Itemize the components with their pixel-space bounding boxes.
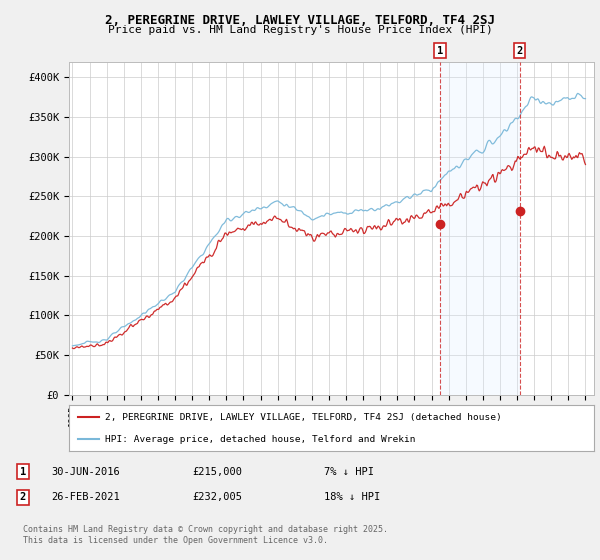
Text: 18% ↓ HPI: 18% ↓ HPI bbox=[324, 492, 380, 502]
Text: 26-FEB-2021: 26-FEB-2021 bbox=[51, 492, 120, 502]
Text: Price paid vs. HM Land Registry's House Price Index (HPI): Price paid vs. HM Land Registry's House … bbox=[107, 25, 493, 35]
Text: £215,000: £215,000 bbox=[192, 466, 242, 477]
Text: £232,005: £232,005 bbox=[192, 492, 242, 502]
Bar bbox=[440, 62, 520, 395]
Text: 2: 2 bbox=[517, 45, 523, 55]
Text: 1: 1 bbox=[437, 45, 443, 55]
Text: HPI: Average price, detached house, Telford and Wrekin: HPI: Average price, detached house, Telf… bbox=[105, 435, 415, 444]
Text: 30-JUN-2016: 30-JUN-2016 bbox=[51, 466, 120, 477]
Text: 1: 1 bbox=[20, 466, 26, 477]
Text: 7% ↓ HPI: 7% ↓ HPI bbox=[324, 466, 374, 477]
Text: 2, PEREGRINE DRIVE, LAWLEY VILLAGE, TELFORD, TF4 2SJ (detached house): 2, PEREGRINE DRIVE, LAWLEY VILLAGE, TELF… bbox=[105, 413, 502, 422]
Text: Contains HM Land Registry data © Crown copyright and database right 2025.
This d: Contains HM Land Registry data © Crown c… bbox=[23, 525, 388, 545]
Text: 2, PEREGRINE DRIVE, LAWLEY VILLAGE, TELFORD, TF4 2SJ: 2, PEREGRINE DRIVE, LAWLEY VILLAGE, TELF… bbox=[105, 14, 495, 27]
Text: 2: 2 bbox=[20, 492, 26, 502]
